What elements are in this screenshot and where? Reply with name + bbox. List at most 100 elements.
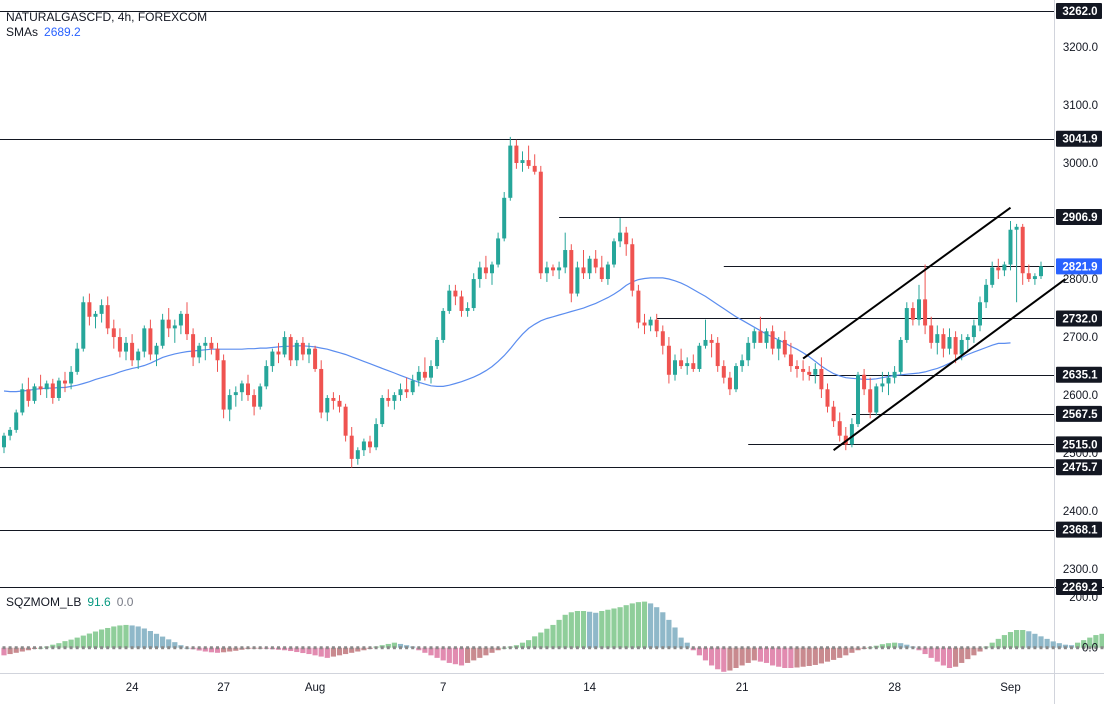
squeeze-dot (545, 646, 548, 649)
squeeze-dot (466, 646, 469, 649)
squeeze-dot (430, 646, 433, 649)
squeeze-dot (112, 646, 115, 649)
momentum-bar (727, 648, 732, 671)
squeeze-dot (625, 646, 628, 649)
momentum-bar (648, 603, 653, 647)
candle-body (514, 146, 518, 163)
candle-body (344, 407, 348, 436)
momentum-bar (81, 636, 86, 648)
momentum-bar (538, 633, 543, 648)
squeeze-dot (39, 646, 42, 649)
squeeze-dot (186, 646, 189, 649)
candle-body (990, 267, 994, 284)
squeeze-dot (21, 646, 24, 649)
momentum-bar (941, 648, 946, 666)
squeeze-dot (33, 646, 36, 649)
candle-body (801, 369, 805, 372)
squeeze-dot (905, 646, 908, 649)
squeeze-dot (704, 646, 707, 649)
candle-body (893, 372, 897, 378)
candle-body (636, 291, 640, 323)
squeeze-dot (869, 646, 872, 649)
momentum-bar (807, 648, 812, 666)
candle-body (948, 337, 952, 349)
candle-body (472, 279, 476, 308)
squeeze-dot (503, 646, 506, 649)
candle-body (819, 369, 823, 389)
price-level-label: 2732.0 (1062, 313, 1097, 325)
candle-body (954, 337, 958, 354)
time-tick-label: 27 (217, 682, 230, 694)
candle-body (289, 337, 293, 360)
momentum-bar (325, 648, 330, 658)
candle-body (630, 244, 634, 290)
candle-body (618, 233, 622, 242)
squeeze-dot (667, 646, 670, 649)
time-tick-label: Sep (1000, 682, 1020, 694)
squeeze-dot (399, 646, 402, 649)
candle-body (575, 267, 579, 293)
momentum-bar (794, 648, 799, 668)
candle-body (33, 386, 37, 401)
squeeze-dot (1101, 646, 1104, 649)
squeeze-dot (991, 646, 994, 649)
candle-body (203, 343, 207, 346)
momentum-bar (477, 648, 482, 658)
indicator-tick-label: 0.0 (1082, 643, 1098, 655)
candle-body (2, 436, 6, 448)
candle-body (435, 340, 439, 366)
price-tick-label: 2400.0 (1063, 506, 1098, 518)
candle-body (258, 386, 262, 406)
candle-body (69, 372, 73, 384)
candle-body (484, 267, 488, 273)
squeeze-dot (820, 646, 823, 649)
squeeze-dot (771, 646, 774, 649)
squeeze-dot (167, 646, 170, 649)
momentum-bar (550, 625, 555, 648)
momentum-bar (93, 632, 98, 648)
candle-body (234, 392, 238, 395)
candle-body (704, 340, 708, 346)
candle-body (996, 267, 1000, 270)
squeeze-dot (753, 646, 756, 649)
squeeze-dot (417, 646, 420, 649)
squeeze-dots (3, 646, 1104, 649)
momentum-bar (709, 648, 714, 666)
candle-body (502, 198, 506, 239)
symbol-line: NATURALGASCFD, 4h, FOREXCOM (6, 10, 207, 25)
price-level-label: 2906.9 (1062, 212, 1097, 224)
squeeze-dot (100, 646, 103, 649)
squeeze-dot (1046, 646, 1049, 649)
squeeze-dot (88, 646, 91, 649)
candle-body (240, 383, 244, 392)
candle-body (862, 375, 866, 390)
squeeze-dot (942, 646, 945, 649)
momentum-bar (770, 648, 775, 666)
candle-body (838, 421, 842, 436)
squeeze-dot (887, 646, 890, 649)
candle-body (966, 337, 970, 340)
candle-body (252, 395, 256, 407)
exchange: FOREXCOM (138, 10, 207, 24)
candle-body (75, 349, 79, 372)
squeeze-dot (460, 646, 463, 649)
squeeze-dot (966, 646, 969, 649)
squeeze-dot (301, 646, 304, 649)
candle-body (606, 265, 610, 280)
candle-body (539, 172, 543, 274)
squeeze-dot (247, 646, 250, 649)
squeeze-dot (661, 646, 664, 649)
momentum-bar (544, 629, 549, 648)
candle-body (813, 369, 817, 375)
squeeze-dot (1040, 646, 1043, 649)
momentum-bar (532, 636, 537, 647)
candle-body (368, 441, 372, 447)
squeeze-dot (295, 646, 298, 649)
candle-body (734, 366, 738, 389)
momentum-bar (721, 648, 726, 672)
squeeze-dot (808, 646, 811, 649)
candle-body (795, 366, 799, 369)
candle-body (716, 343, 720, 366)
